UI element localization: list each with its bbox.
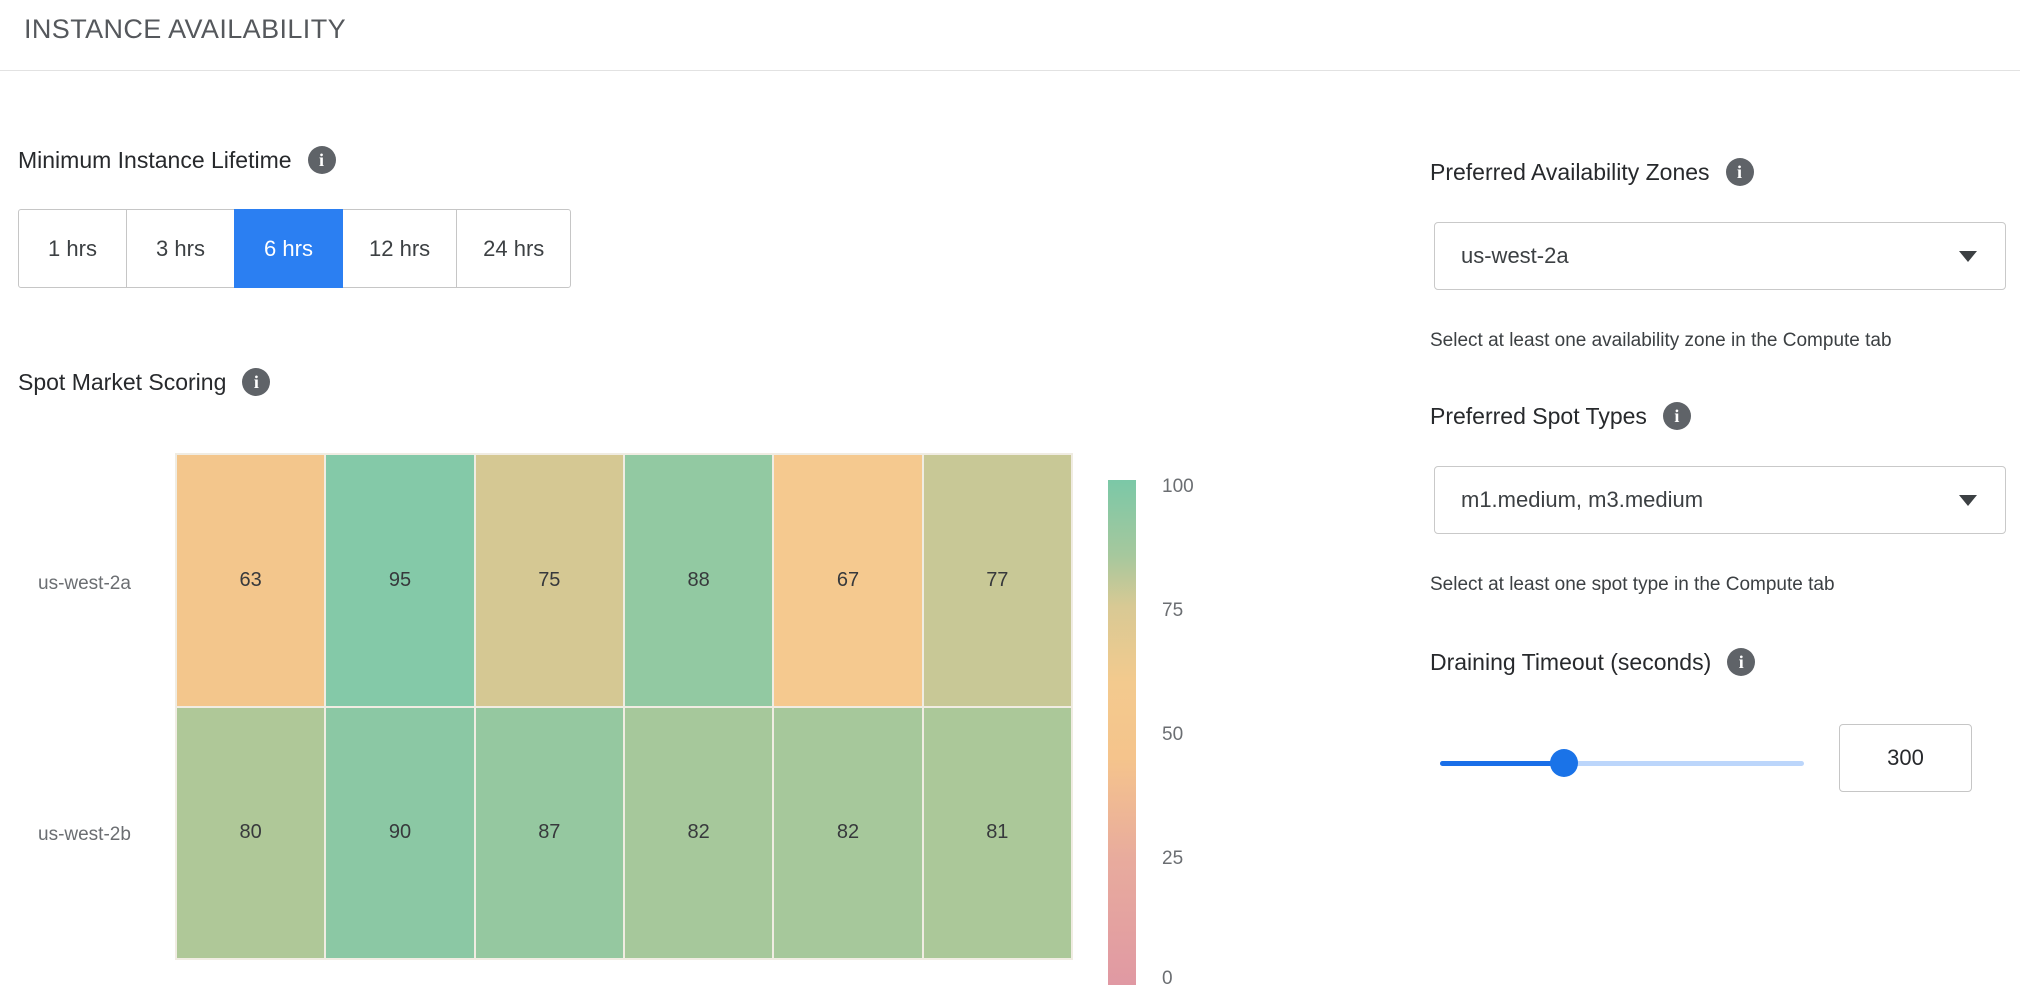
preferred-availability-zones-text: Preferred Availability Zones bbox=[1430, 158, 1710, 185]
heatmap-cell: 88 bbox=[624, 455, 773, 706]
zones-helper-text: Select at least one availability zone in… bbox=[1430, 330, 1892, 351]
header-divider bbox=[0, 70, 2020, 71]
zones-info-icon[interactable]: i bbox=[1725, 158, 1754, 186]
slider-track[interactable] bbox=[1440, 761, 1804, 766]
heatmap-cell: 87 bbox=[475, 707, 623, 958]
page-title: INSTANCE AVAILABILITY bbox=[24, 14, 346, 44]
chevron-down-icon bbox=[1959, 494, 1977, 506]
heatmap-row-label: us-west-2b bbox=[38, 824, 131, 845]
heatmap-cell: 81 bbox=[923, 707, 1071, 958]
heatmap-cell: 90 bbox=[326, 707, 474, 958]
heatmap-cell: 95 bbox=[326, 455, 474, 706]
availability-zones-dropdown[interactable]: us-west-2a bbox=[1434, 222, 2006, 290]
heatmap-row-label: us-west-2a bbox=[38, 573, 131, 594]
preferred-spot-types-label: Preferred Spot Types i bbox=[1430, 402, 1691, 430]
heatmap-cell: 80 bbox=[177, 707, 325, 958]
lifetime-option-button[interactable]: 3 hrs bbox=[126, 209, 235, 288]
draining-timeout-label: Draining Timeout (seconds) i bbox=[1430, 648, 1756, 676]
availability-zones-value: us-west-2a bbox=[1461, 243, 1569, 268]
spot-types-helper-text: Select at least one spot type in the Com… bbox=[1430, 574, 1835, 595]
lifetime-info-icon[interactable]: i bbox=[307, 146, 336, 174]
colorbar-tick: 50 bbox=[1162, 724, 1184, 745]
minimum-instance-lifetime-label: Minimum Instance Lifetime i bbox=[18, 146, 336, 174]
draining-timeout-slider[interactable] bbox=[1440, 746, 1804, 780]
draining-timeout-input[interactable] bbox=[1839, 724, 1972, 792]
slider-handle[interactable] bbox=[1549, 749, 1578, 777]
heatmap-cell: 82 bbox=[624, 707, 773, 958]
types-info-icon[interactable]: i bbox=[1662, 402, 1691, 430]
lifetime-option-button[interactable]: 24 hrs bbox=[456, 209, 572, 288]
minimum-instance-lifetime-text: Minimum Instance Lifetime bbox=[18, 146, 292, 173]
spot-types-value: m1.medium, m3.medium bbox=[1461, 487, 1704, 512]
heatmap-cell: 67 bbox=[774, 455, 922, 706]
draining-timeout-text: Draining Timeout (seconds) bbox=[1430, 648, 1712, 675]
draining-info-icon[interactable]: i bbox=[1727, 648, 1756, 676]
spot-scoring-heatmap: 63 95 75 88 67 77 80 90 87 82 82 81 bbox=[175, 453, 1073, 960]
chevron-down-icon bbox=[1959, 250, 1977, 262]
heatmap-cell: 82 bbox=[774, 707, 922, 958]
heatmap-cell: 77 bbox=[923, 455, 1071, 706]
colorbar-tick: 0 bbox=[1162, 968, 1173, 989]
colorbar-tick: 100 bbox=[1162, 476, 1194, 497]
slider-fill bbox=[1440, 761, 1564, 766]
preferred-spot-types-text: Preferred Spot Types bbox=[1430, 402, 1647, 429]
lifetime-option-button[interactable]: 1 hrs bbox=[18, 209, 127, 288]
heatmap-cell: 63 bbox=[177, 455, 325, 706]
heatmap-cell: 75 bbox=[475, 455, 623, 706]
lifetime-button-group: 1 hrs 3 hrs 6 hrs 12 hrs 24 hrs bbox=[18, 209, 572, 288]
spot-market-scoring-label: Spot Market Scoring i bbox=[18, 368, 271, 396]
colorbar-tick: 25 bbox=[1162, 848, 1184, 869]
lifetime-option-button[interactable]: 6 hrs bbox=[234, 209, 343, 288]
spot-types-dropdown[interactable]: m1.medium, m3.medium bbox=[1434, 466, 2006, 534]
colorbar-tick: 75 bbox=[1162, 600, 1184, 621]
colorbar bbox=[1108, 480, 1136, 985]
lifetime-option-button[interactable]: 12 hrs bbox=[342, 209, 458, 288]
scoring-info-icon[interactable]: i bbox=[242, 368, 271, 396]
preferred-availability-zones-label: Preferred Availability Zones i bbox=[1430, 158, 1754, 186]
spot-market-scoring-text: Spot Market Scoring bbox=[18, 368, 227, 395]
